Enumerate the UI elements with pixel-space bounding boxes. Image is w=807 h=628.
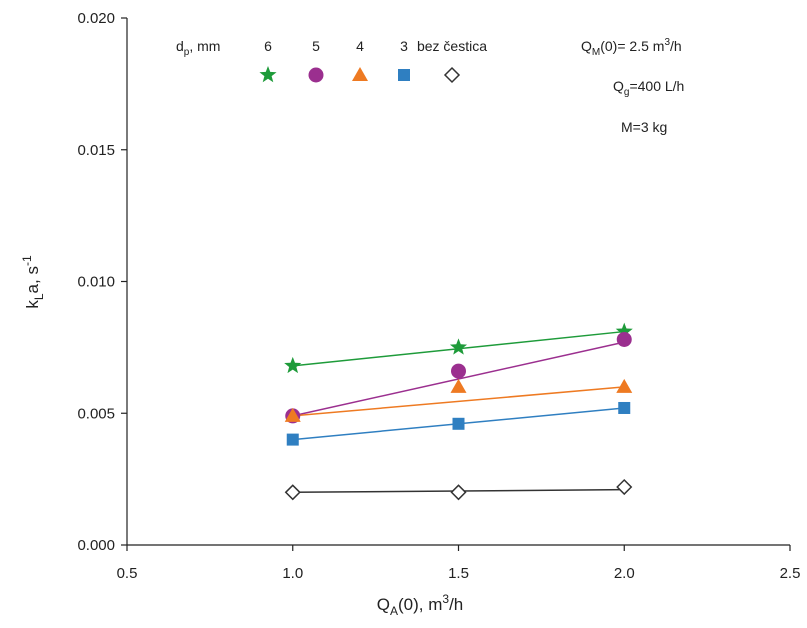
data-point bbox=[452, 417, 465, 430]
data-point bbox=[286, 433, 299, 446]
fit-line bbox=[292, 386, 625, 417]
data-points bbox=[284, 322, 633, 501]
y-axis-title: kLa, s-1 bbox=[20, 255, 46, 309]
data-point bbox=[450, 484, 467, 501]
x-tick-label: 0.5 bbox=[117, 565, 138, 582]
annotation-qm: QM(0)= 2.5 m3/h bbox=[581, 37, 682, 58]
annotation-qg: Qg=400 L/h bbox=[613, 78, 684, 98]
data-point bbox=[615, 322, 633, 339]
legend-label: 5 bbox=[312, 38, 320, 54]
legend-items: 6 5 4 3 bez čestica bbox=[259, 38, 487, 84]
data-point bbox=[616, 378, 633, 393]
x-tick-label: 2.0 bbox=[614, 565, 635, 582]
y-tick-label: 0.010 bbox=[77, 274, 115, 291]
legend-marker bbox=[352, 67, 368, 81]
x-axis-title: QA(0), m3/h bbox=[377, 592, 464, 618]
data-point bbox=[450, 378, 467, 393]
data-point bbox=[284, 407, 301, 422]
data-point bbox=[449, 338, 468, 355]
legend-marker bbox=[259, 66, 277, 83]
data-point bbox=[616, 331, 632, 347]
legend-label: 3 bbox=[400, 38, 408, 54]
x-tick-label: 1.5 bbox=[448, 565, 469, 582]
y-tick-label: 0.015 bbox=[77, 142, 115, 159]
data-point bbox=[616, 478, 633, 496]
legend: dp, mm 6 5 4 3 bez čestica bbox=[176, 38, 487, 84]
x-tick-label: 1.0 bbox=[282, 565, 303, 582]
legend-marker bbox=[398, 69, 410, 81]
y-tick-label: 0.000 bbox=[77, 537, 115, 554]
data-point bbox=[618, 401, 631, 414]
x-tick-label: 2.5 bbox=[780, 565, 801, 582]
annotations: QM(0)= 2.5 m3/h Qg=400 L/h M=3 kg bbox=[581, 37, 684, 135]
axis-ticks: 0.5 1.0 1.5 2.0 2.5 0.000 0.005 0.010 0.015 0.020 bbox=[77, 10, 800, 582]
legend-title: dp, mm bbox=[176, 38, 220, 58]
legend-marker bbox=[443, 66, 461, 84]
data-point bbox=[451, 363, 466, 379]
y-tick-label: 0.020 bbox=[77, 10, 115, 27]
annotation-mass: M=3 kg bbox=[621, 119, 667, 135]
legend-label: 4 bbox=[356, 38, 364, 54]
legend-label: 6 bbox=[264, 38, 272, 54]
data-point bbox=[284, 356, 302, 374]
data-point bbox=[284, 484, 301, 501]
legend-label: bez čestica bbox=[417, 38, 487, 54]
fit-lines bbox=[292, 330, 625, 494]
legend-marker bbox=[308, 67, 324, 83]
y-tick-label: 0.005 bbox=[77, 405, 115, 422]
